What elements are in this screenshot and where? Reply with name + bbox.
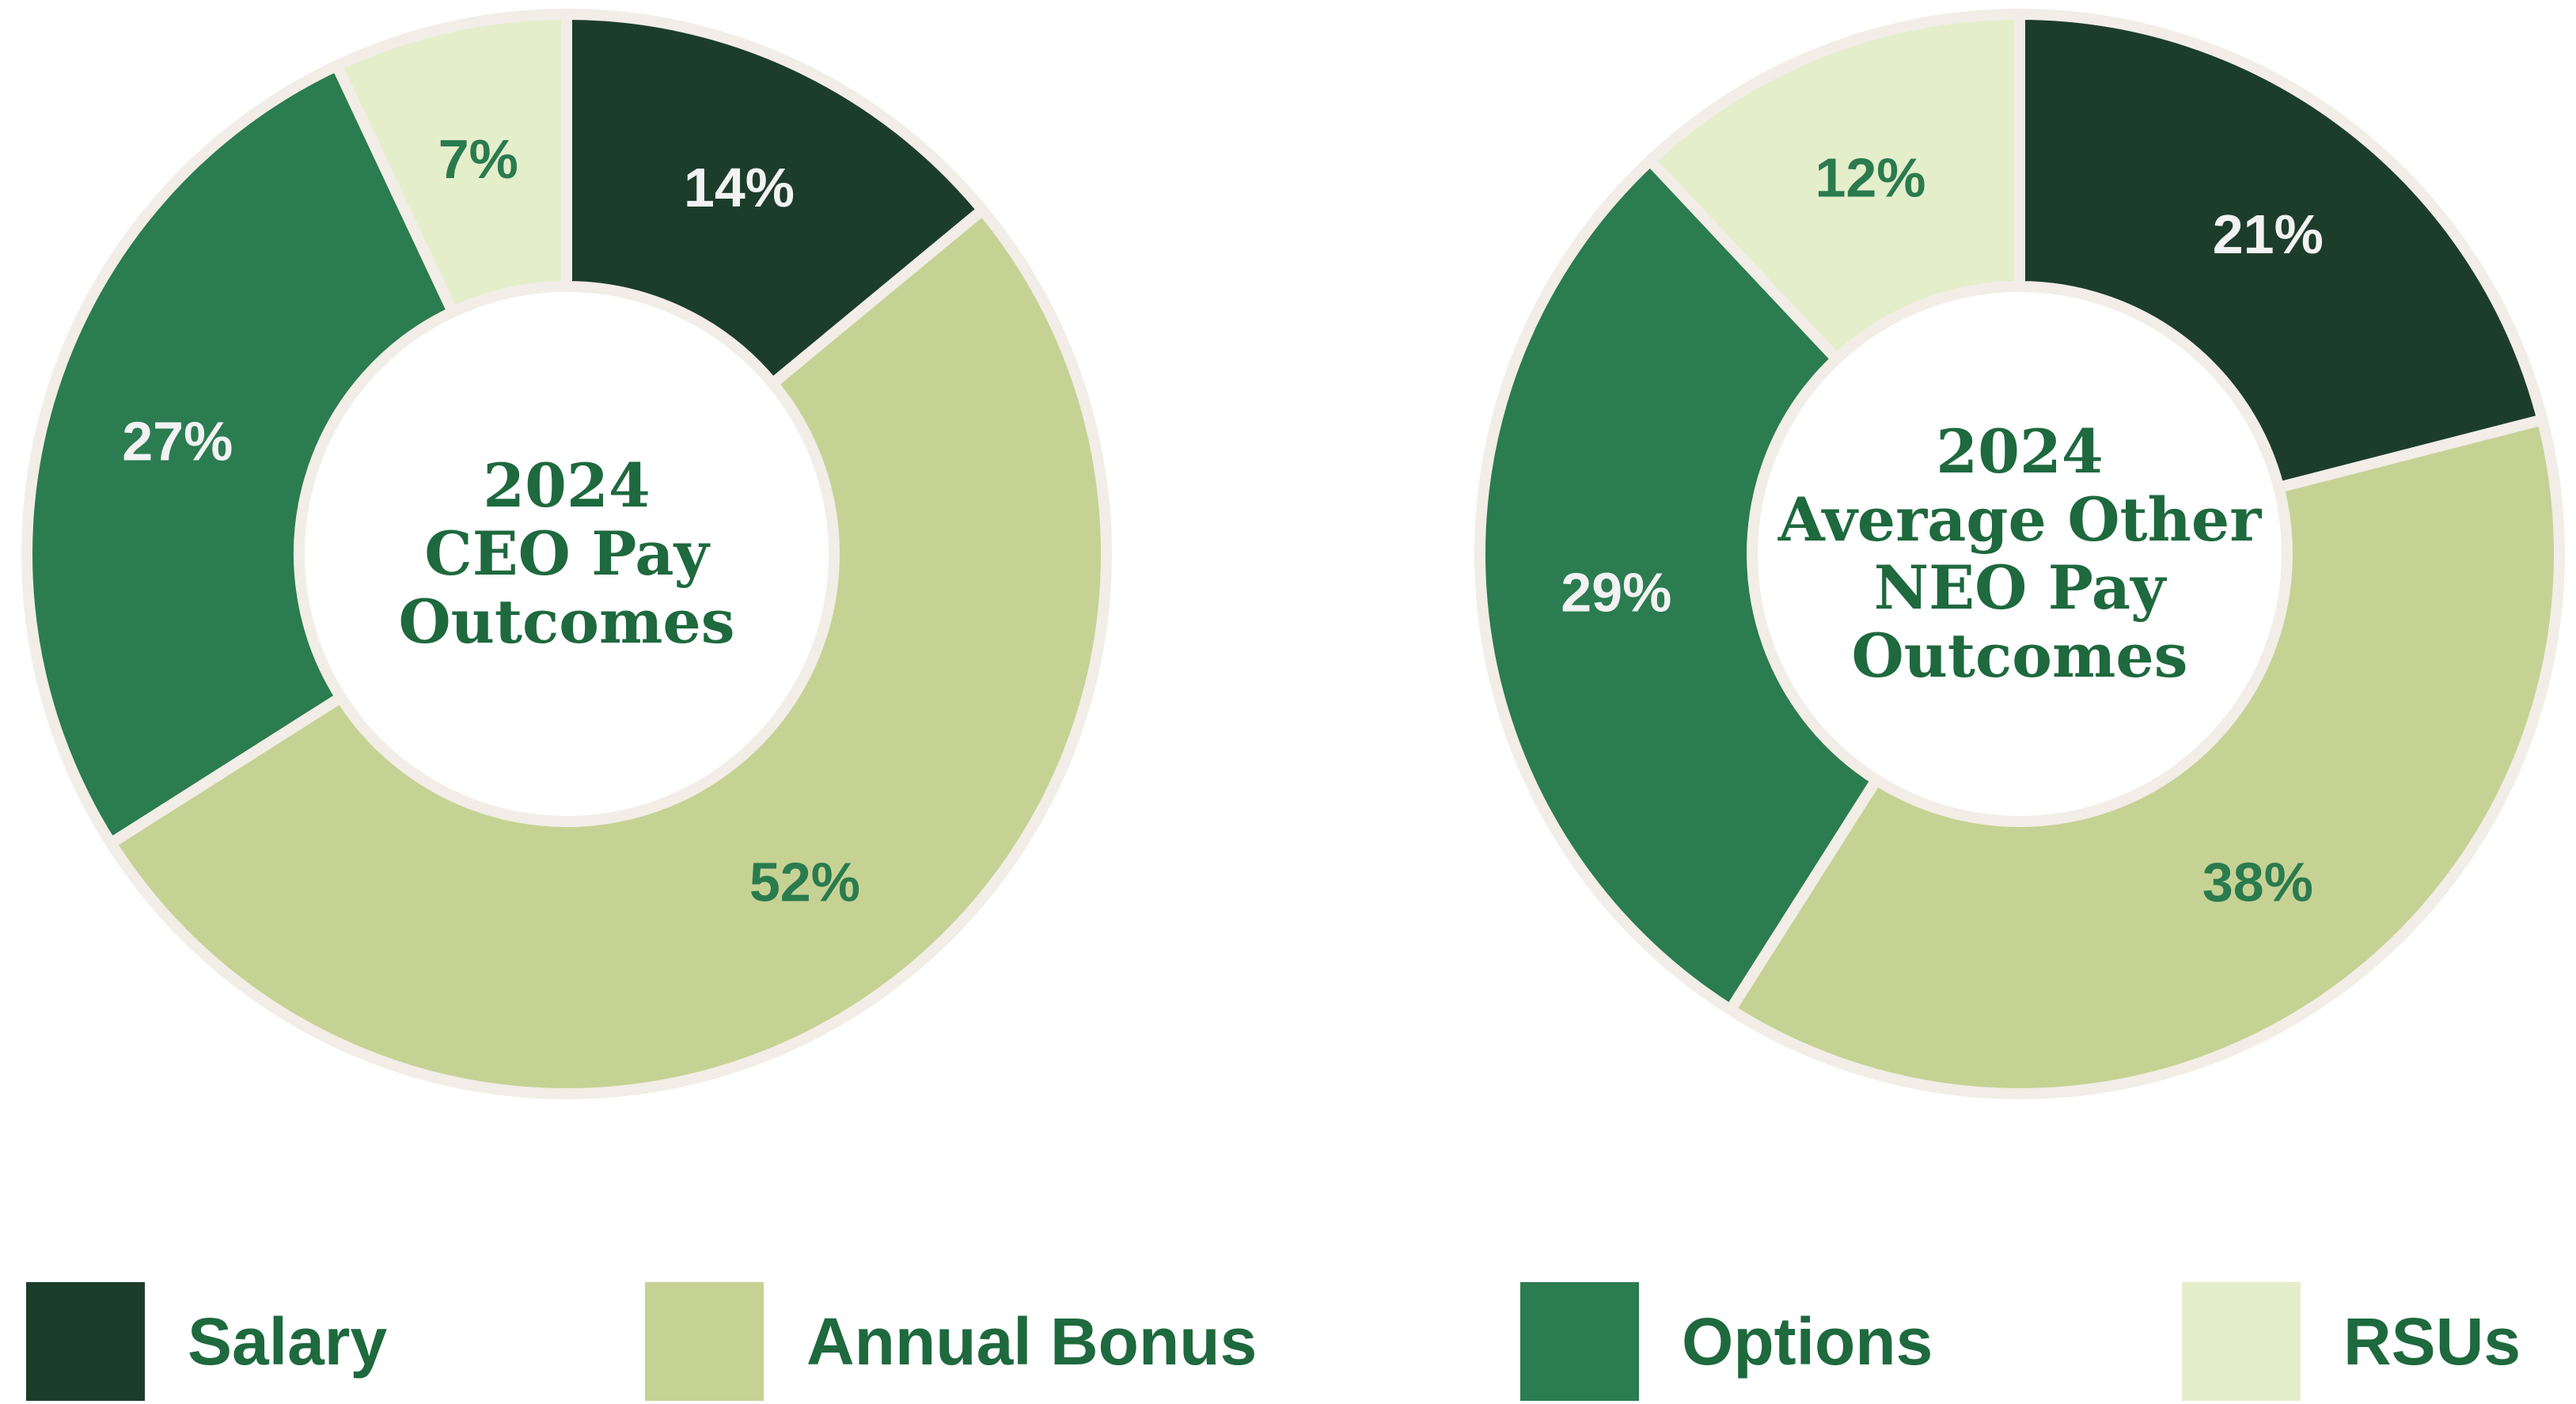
legend-label-rsus: RSUs <box>2343 1303 2521 1379</box>
slice-percent-label: 38% <box>2202 852 2313 913</box>
donut-slice-options <box>1474 154 1882 1015</box>
donut-slice-options <box>21 59 459 849</box>
chart-center-title-ceo: 2024 CEO Pay Outcomes <box>398 450 735 657</box>
legend-item-salary: Salary <box>26 1282 387 1401</box>
legend-item-annual-bonus: Annual Bonus <box>645 1282 1257 1401</box>
donut-chart-neo: 21% 38% 29% 12% 2024 Average Other NEO Pay … <box>1466 0 2574 1108</box>
slice-percent-label: 29% <box>1561 562 1671 624</box>
donut-chart-ceo: 14% 52% 27% 7% 2024 CEO Pay Outcomes <box>13 0 1121 1108</box>
legend-swatch-rsus <box>2182 1282 2301 1401</box>
donut-slice-annual-bonus <box>105 204 1113 1100</box>
legend: Salary Annual Bonus Options RSUs <box>0 1282 2576 1404</box>
slice-percent-label: 7% <box>438 128 518 190</box>
donut-slice-rsus <box>1645 9 2025 365</box>
legend-label-options: Options <box>1682 1303 1933 1379</box>
legend-item-rsus: RSUs <box>2182 1282 2521 1401</box>
legend-swatch-salary <box>26 1282 145 1401</box>
chart-center-title-neo: 2024 Average Other NEO Pay Outcomes <box>1777 416 2262 691</box>
slice-percent-label: 14% <box>684 157 795 218</box>
donut-slice-salary <box>2014 9 2548 493</box>
donut-slice-rsus <box>331 9 572 318</box>
donut-rings-neo: 21% 38% 29% 12% <box>1474 9 2565 1099</box>
slice-percent-label: 12% <box>1815 147 1925 209</box>
legend-label-annual-bonus: Annual Bonus <box>806 1303 1258 1379</box>
donut-slice-annual-bonus <box>1724 414 2565 1099</box>
legend-swatch-options <box>1520 1282 1639 1401</box>
legend-label-salary: Salary <box>188 1303 388 1379</box>
legend-swatch-annual-bonus <box>645 1282 764 1401</box>
donut-rings-ceo: 14% 52% 27% 7% <box>21 9 1113 1100</box>
slice-percent-label: 21% <box>2213 203 2324 265</box>
slice-percent-label: 27% <box>122 411 233 472</box>
legend-item-options: Options <box>1520 1282 1933 1401</box>
slice-percent-label: 52% <box>749 852 860 913</box>
